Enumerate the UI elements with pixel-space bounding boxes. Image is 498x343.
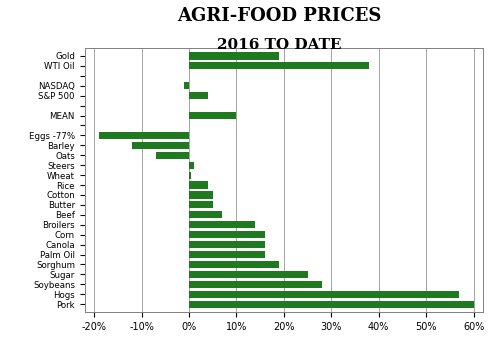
Bar [189, 271, 308, 278]
Bar [189, 201, 213, 209]
Bar [189, 52, 279, 60]
Bar [189, 231, 265, 238]
Bar [184, 82, 189, 89]
Bar [189, 62, 369, 70]
Bar [189, 112, 237, 119]
Text: AGRI-FOOD PRICES: AGRI-FOOD PRICES [177, 7, 381, 25]
Bar [189, 181, 208, 189]
Bar [189, 251, 265, 258]
Bar [189, 241, 265, 248]
Text: 2016 TO DATE: 2016 TO DATE [217, 38, 341, 52]
Bar [156, 152, 189, 159]
Bar [99, 132, 189, 139]
Bar [189, 172, 191, 179]
Bar [189, 211, 222, 218]
Bar [189, 300, 474, 308]
Bar [132, 142, 189, 149]
Bar [189, 261, 279, 268]
Bar [189, 191, 213, 199]
Bar [189, 162, 194, 169]
Bar [189, 221, 255, 228]
Bar [189, 92, 208, 99]
Bar [189, 291, 459, 298]
Bar [189, 281, 322, 288]
